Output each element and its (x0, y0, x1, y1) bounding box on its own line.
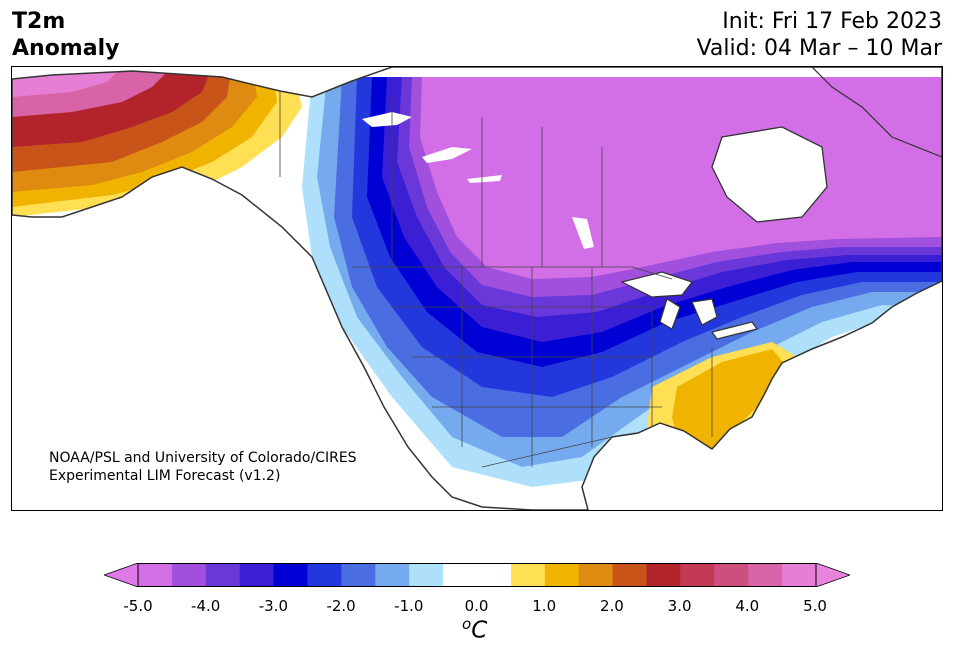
unit-celsius: C (471, 617, 488, 644)
great-slave-lake (422, 147, 472, 163)
colorbar-unit: oC (462, 615, 487, 644)
political-borders (279, 91, 713, 468)
lake-michigan (659, 298, 681, 330)
colorbar-cell (171, 563, 207, 587)
colorbar-cell (205, 563, 241, 587)
colorbar-tick-label: -5.0 (123, 597, 153, 615)
lake-athabasca (467, 175, 502, 183)
colorbar-cell (544, 563, 580, 587)
colorbar-tick-label: 3.0 (667, 597, 692, 615)
colorbar-ticks: -5.0 -4.0 -3.0 -2.0 -1.0 0.0 1.0 2.0 3.0 4.0 5.0 (0, 597, 953, 617)
hudson-bay (711, 126, 828, 223)
colorbar-cell (578, 563, 614, 587)
colorbar-underflow (104, 563, 139, 587)
colorbar-cell (273, 563, 308, 587)
init-date: Init: Fri 17 Feb 2023 (722, 9, 942, 34)
colorbar-frame (137, 563, 817, 587)
anomaly-map (11, 66, 943, 511)
colorbar-cell (477, 563, 512, 587)
colorbar-cell (239, 563, 275, 587)
colorbar-cell (646, 563, 681, 587)
colorbar-tick-label: -3.0 (258, 597, 289, 615)
colorbar-cell (510, 563, 546, 587)
colorbar-cell (714, 563, 749, 587)
greenland-coast (811, 67, 942, 158)
colorbar-cell (782, 563, 817, 587)
lake-winnipeg (572, 217, 594, 249)
credit-line2: Experimental LIM Forecast (v1.2) (49, 468, 281, 484)
colorbar-cell (375, 563, 410, 587)
lake-erie (710, 321, 759, 340)
title-right: Init: Fri 17 Feb 2023 Valid: 04 Mar – 10… (697, 8, 942, 62)
unit-degree: o (462, 615, 472, 633)
title-left: T2m Anomaly (12, 8, 119, 62)
colorbar-cell (138, 563, 173, 587)
colorbar-cell (341, 563, 376, 587)
colorbar-tick-label: 4.0 (735, 597, 760, 615)
title-variable: T2m (12, 9, 66, 34)
colorbar-tick-label: 0.0 (464, 597, 489, 615)
map-svg (12, 67, 942, 510)
colorbar-tick-label: 2.0 (599, 597, 624, 615)
colorbar-tick-label: 1.0 (532, 597, 557, 615)
colorbar-cell (443, 563, 478, 587)
colorbar-cell (680, 563, 715, 587)
valid-range: Valid: 04 Mar – 10 Mar (696, 36, 942, 61)
colorbar-cell (748, 563, 783, 587)
title-anomaly: Anomaly (12, 36, 120, 61)
great-bear-lake (362, 112, 412, 127)
credit-text: NOAA/PSL and University of Colorado/CIRE… (49, 449, 357, 485)
colorbar-tick-label: -1.0 (394, 597, 424, 615)
colorbar-cell (409, 563, 444, 587)
colorbar-cell (612, 563, 647, 587)
colorbar-cells (138, 563, 817, 587)
colorbar-tick-label: 5.0 (803, 597, 827, 615)
colorbar-cell (307, 563, 342, 587)
colorbar (104, 563, 850, 587)
colorbar-tick-label: -2.0 (326, 597, 356, 615)
credit-line1: NOAA/PSL and University of Colorado/CIRE… (49, 450, 357, 466)
colorbar-overflow (815, 563, 850, 587)
colorbar-tick-label: -4.0 (191, 597, 221, 615)
lake-huron (691, 298, 718, 326)
